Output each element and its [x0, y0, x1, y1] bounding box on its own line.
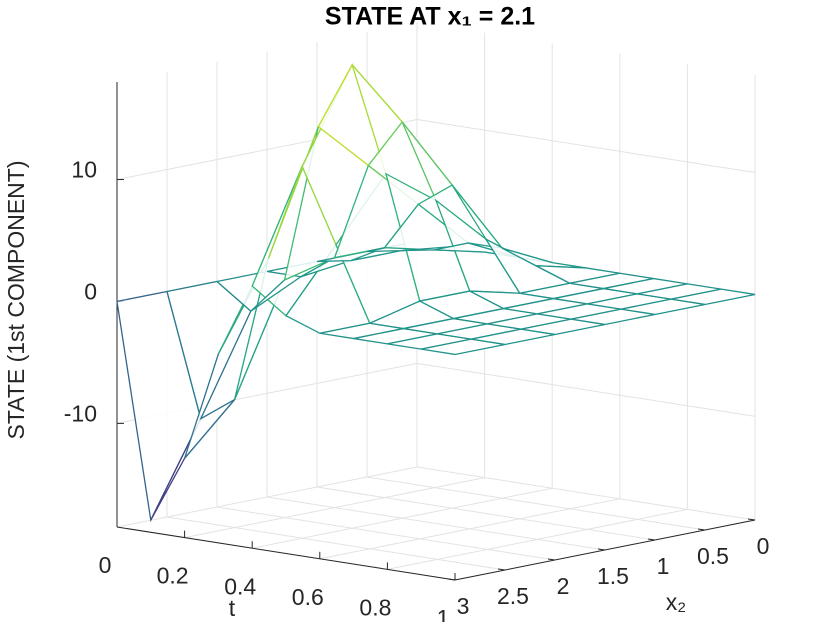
- y-tick-label: 2.5: [497, 583, 529, 609]
- grid-line: [416, 119, 756, 174]
- z-tick-label: 10: [71, 157, 97, 183]
- y-tick-label: 2: [557, 573, 570, 599]
- surface-facet: [671, 288, 756, 306]
- y-tick: [547, 558, 556, 561]
- grid-line: [166, 516, 506, 571]
- z-tick-label: 0: [84, 279, 97, 305]
- x-tick-label: 0.8: [359, 594, 391, 620]
- y-tick-label: 1: [657, 553, 670, 579]
- x-tick-label: 0: [99, 552, 112, 578]
- x-tick-label: 1: [437, 605, 450, 622]
- y-tick: [647, 538, 656, 541]
- chart-title: STATE AT x₁ = 2.1: [325, 3, 535, 31]
- y-tick: [597, 548, 606, 551]
- y-tick: [447, 578, 456, 581]
- x-tick-label: 0.2: [157, 563, 189, 589]
- grid-line: [366, 476, 706, 531]
- y-tick: [497, 568, 506, 571]
- x-tick-label: 0.4: [224, 573, 256, 599]
- grid-line: [316, 486, 656, 541]
- x-axis-label: t: [229, 595, 236, 621]
- y-tick-label: 0: [757, 533, 770, 559]
- grid-line: [416, 362, 756, 417]
- y-axis-label: x₂: [666, 589, 686, 615]
- grid-line: [216, 506, 556, 561]
- y-tick-label: 1.5: [597, 563, 629, 589]
- z-axis-label: STATE (1st COMPONENT): [3, 161, 29, 440]
- y-tick-label: 0.5: [697, 543, 729, 569]
- grid-line: [266, 496, 606, 551]
- x-axis: [116, 526, 456, 581]
- z-tick-label: -10: [64, 400, 97, 426]
- y-tick: [747, 518, 756, 521]
- grid-line: [416, 466, 756, 521]
- x-tick-label: 0.6: [292, 584, 324, 610]
- y-tick: [697, 528, 706, 531]
- y-tick-label: 3: [457, 593, 470, 619]
